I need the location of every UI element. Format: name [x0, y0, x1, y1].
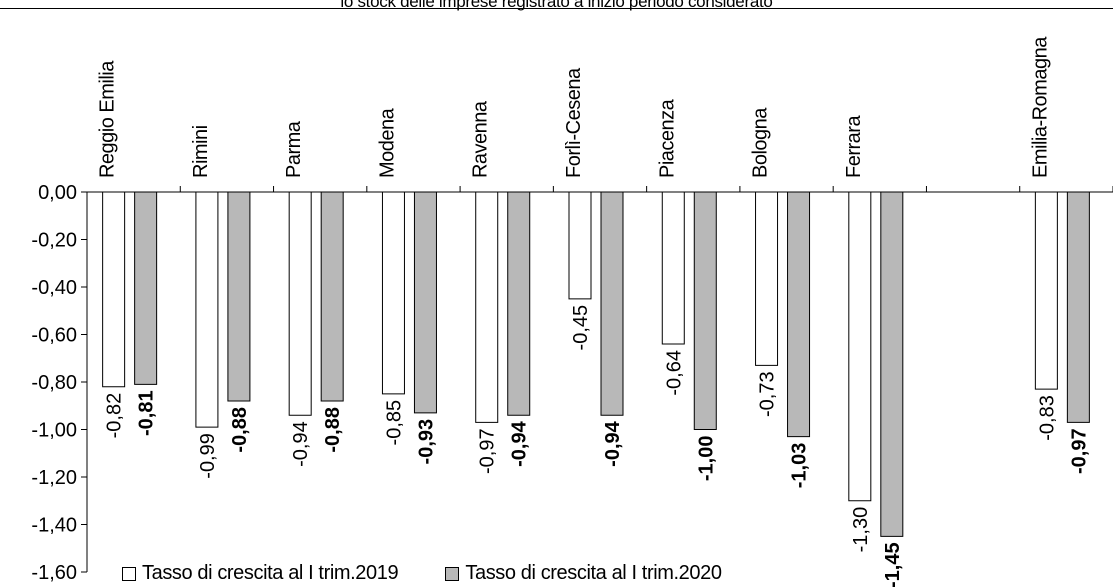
legend: Tasso di crescita al I trim.2019 Tasso d… [122, 562, 764, 587]
data-label-2019: -0,94 [290, 421, 312, 467]
top-divider [0, 8, 1113, 9]
data-label-2020: -1,00 [695, 436, 717, 482]
y-tick-label: -0,80 [31, 372, 77, 394]
category-label: Modena [376, 107, 398, 178]
bar-2019 [102, 191, 126, 388]
bar-2019 [195, 191, 219, 428]
bar-2019 [288, 191, 312, 416]
y-tick-label: -0,20 [31, 230, 77, 252]
bar-2020 [507, 191, 531, 416]
category-label: Reggio Emilia [97, 60, 119, 178]
y-tick-label: -1,00 [31, 420, 77, 442]
bar-2020 [600, 191, 624, 416]
legend-swatch-2019 [122, 566, 136, 581]
category-label: Forlì-Cesena [563, 67, 585, 178]
y-tick-label: -0,40 [31, 277, 77, 299]
data-label-2020: -0,88 [322, 407, 344, 453]
y-tick-label: -0,60 [31, 325, 77, 347]
legend-item-2019: Tasso di crescita al I trim.2019 [122, 562, 399, 585]
bar-2020 [880, 191, 904, 537]
bar-2020 [134, 191, 158, 385]
legend-label-2020: Tasso di crescita al I trim.2020 [465, 562, 722, 584]
bar-2020 [787, 191, 811, 438]
data-label-2019: -0,82 [104, 393, 126, 439]
data-label-2020: -1,45 [882, 542, 904, 587]
y-tick-label: 0,00 [38, 182, 77, 204]
y-tick-label: -1,60 [31, 562, 77, 584]
bar-2019 [381, 191, 405, 395]
bar-2019 [568, 191, 592, 300]
data-label-2019: -0,97 [477, 428, 499, 474]
chart-subtitle: lo stock delle imprese registrato a iniz… [340, 0, 773, 11]
category-label: Emilia-Romagna [1029, 36, 1051, 178]
data-label-2020: -0,94 [602, 420, 624, 466]
bar-2019 [1034, 191, 1058, 390]
category-label: Rimini [190, 125, 212, 178]
bar-2019 [755, 191, 779, 366]
y-tick-label: -1,20 [31, 467, 77, 489]
bar-2020 [1066, 191, 1090, 423]
data-label-2019: -1,30 [850, 507, 872, 553]
data-label-2020: -0,94 [509, 420, 531, 466]
data-label-2020: -1,03 [789, 443, 811, 489]
data-label-2020: -0,88 [229, 407, 251, 453]
bar-2020 [413, 191, 437, 414]
bar-2019 [475, 191, 499, 423]
legend-swatch-2020 [445, 566, 460, 581]
data-label-2019: -0,85 [383, 400, 405, 446]
legend-item-2020: Tasso di crescita al I trim.2020 [445, 562, 722, 585]
data-label-2020: -0,93 [415, 419, 437, 465]
bar-2020 [320, 191, 344, 402]
data-label-2019: -0,99 [197, 433, 219, 479]
category-label: Ferrara [843, 115, 865, 178]
category-label: Ravenna [470, 100, 492, 178]
bar-2020 [693, 191, 717, 430]
category-label: Bologna [750, 107, 772, 178]
data-label-2019: -0,64 [663, 350, 685, 396]
data-label-2019: -0,45 [570, 305, 592, 351]
data-label-2020: -0,97 [1068, 428, 1090, 474]
data-label-2019: -0,83 [1036, 395, 1058, 441]
category-label: Parma [283, 120, 305, 178]
bar-2019 [661, 191, 685, 345]
bar-2019 [848, 191, 872, 502]
category-label: Piacenza [656, 98, 678, 178]
data-label-2020: -0,81 [136, 390, 158, 436]
data-label-2019: -0,73 [757, 371, 779, 417]
y-tick-label: -1,40 [31, 515, 77, 537]
bar-2020 [227, 191, 251, 402]
legend-label-2019: Tasso di crescita al I trim.2019 [142, 562, 399, 584]
